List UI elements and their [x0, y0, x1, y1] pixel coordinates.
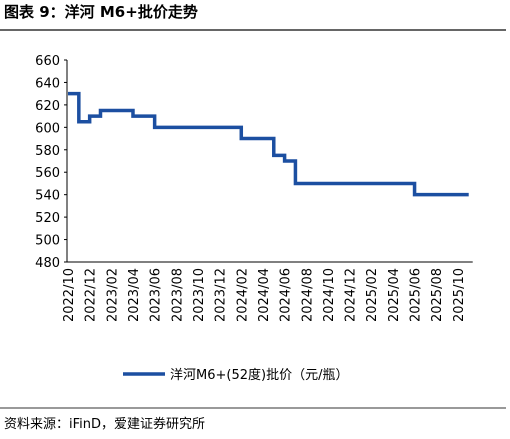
y-tick-label: 660	[35, 54, 60, 69]
x-tick-label: 2023/10	[192, 268, 207, 322]
y-tick-label: 600	[35, 121, 60, 136]
x-tick-label: 2025/02	[365, 268, 380, 322]
price-line	[68, 91, 469, 197]
x-tick-label: 2024/02	[235, 268, 250, 322]
x-tick-label: 2023/04	[127, 268, 142, 322]
x-tick-label: 2024/12	[344, 268, 359, 322]
x-tick-label: 2022/12	[84, 268, 99, 322]
x-tick-label: 2025/04	[387, 268, 402, 322]
x-tick-label: 2025/06	[409, 268, 424, 322]
x-tick-label: 2024/04	[257, 268, 272, 322]
x-tick-label: 2024/10	[322, 268, 337, 322]
y-tick-label: 500	[35, 234, 60, 249]
y-tick-label: 540	[35, 189, 60, 204]
y-tick-label: 620	[35, 99, 60, 114]
y-tick-label: 580	[35, 144, 60, 159]
legend-label: 洋河M6+(52度)批价（元/瓶）	[170, 367, 348, 383]
y-tick-label: 480	[35, 256, 60, 271]
y-tick-label: 640	[35, 76, 60, 91]
source: 资料来源：iFinD，爱建证券研究所	[4, 416, 205, 432]
x-tick-label: 2023/02	[105, 268, 120, 322]
x-tick-label: 2022/10	[62, 268, 77, 322]
x-tick-label: 2025/10	[452, 268, 467, 322]
x-tick-label: 2025/08	[430, 268, 445, 322]
x-tick-label: 2024/08	[300, 268, 315, 322]
x-tick-label: 2023/12	[214, 268, 229, 322]
x-tick-label: 2023/06	[149, 268, 164, 322]
y-tick-label: 560	[35, 166, 60, 181]
y-tick-label: 520	[35, 211, 60, 226]
x-tick-label: 2024/06	[279, 268, 294, 322]
chart-title: 图表 9：洋河 M6+批价走势	[4, 3, 198, 21]
x-tick-label: 2023/08	[170, 268, 185, 322]
